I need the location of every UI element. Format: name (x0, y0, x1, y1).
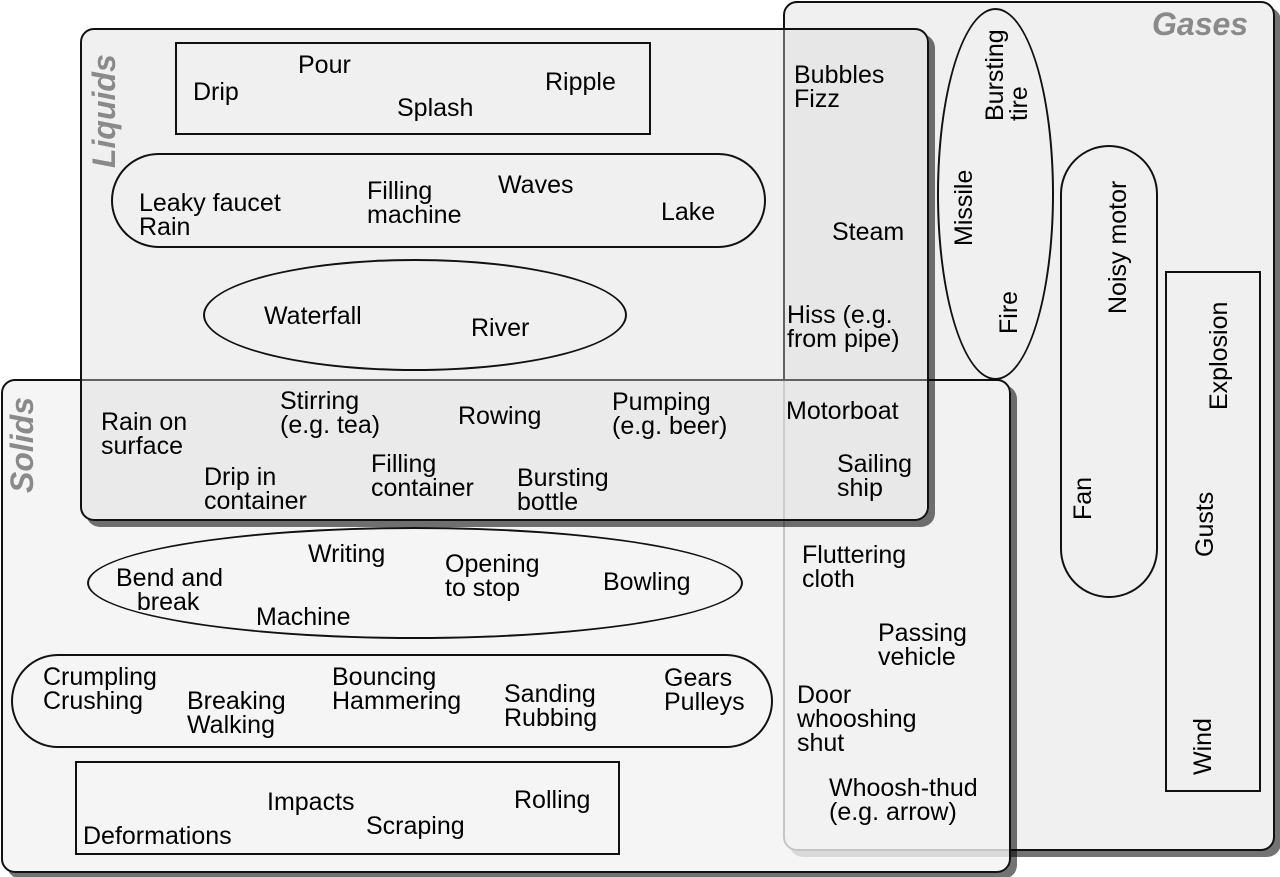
label-waterfall: Waterfall (264, 302, 362, 330)
label-fan: Fan (1069, 476, 1097, 520)
label-drip-in-container: Drip in container (204, 463, 307, 515)
label-ripple: Ripple (545, 68, 616, 96)
liquids-label: Liquids (86, 54, 122, 168)
solids-label: Solids (4, 396, 40, 493)
label-river: River (471, 314, 530, 342)
label-bowling: Bowling (603, 568, 691, 596)
label-wind: Wind (1189, 718, 1217, 775)
label-explosion: Explosion (1205, 301, 1233, 410)
label-door-whooshing-shut: Door whooshing shut (797, 681, 917, 757)
label-pumping: Pumping (e.g. beer) (612, 388, 728, 440)
label-rolling: Rolling (514, 786, 591, 814)
label-whoosh-thud: Whoosh-thud (e.g. arrow) (829, 774, 978, 826)
label-splash: Splash (397, 94, 474, 122)
label-lake: Lake (661, 198, 716, 226)
label-fire: Fire (995, 290, 1023, 334)
label-bend-and-break: Bend and break (116, 564, 224, 616)
label-crumpling-crushing: Crumpling Crushing (43, 663, 157, 715)
label-waves: Waves (498, 171, 574, 199)
label-leaky-faucet-rain: Leaky faucet Rain (139, 189, 281, 241)
label-missile: Missile (950, 169, 978, 246)
gases-label: Gases (1152, 6, 1249, 42)
label-gusts: Gusts (1191, 491, 1219, 557)
label-sanding-rubbing: Sanding Rubbing (504, 680, 598, 732)
solid-process-pill (11, 654, 773, 748)
label-rain-on-surface: Rain on surface (101, 408, 188, 460)
label-motorboat: Motorboat (786, 397, 899, 425)
label-drip: Drip (193, 78, 239, 106)
label-bursting-bottle: Bursting bottle (517, 464, 609, 516)
label-impacts: Impacts (267, 788, 355, 816)
liquid-flow-ellipse (203, 259, 627, 371)
label-stirring: Stirring (e.g. tea) (280, 387, 381, 439)
label-gears-pulleys: Gears Pulleys (664, 664, 745, 716)
label-scraping: Scraping (366, 812, 465, 840)
label-filling-machine: Filling machine (367, 177, 462, 229)
label-noisy-motor: Noisy motor (1104, 180, 1132, 314)
label-fluttering-cloth: Fluttering cloth (802, 541, 907, 593)
label-deformations: Deformations (83, 822, 232, 850)
gas-burst-ellipse (937, 8, 1054, 380)
label-sailing-ship: Sailing ship (837, 450, 913, 502)
label-rowing: Rowing (458, 402, 542, 430)
solid-basic-box (75, 761, 620, 855)
label-writing: Writing (308, 540, 386, 568)
liquid-sources-pill (111, 153, 766, 248)
label-bouncing-hammering: Bouncing Hammering (332, 663, 462, 715)
label-bursting-tire: Bursting tire (981, 29, 1033, 121)
label-pour: Pour (298, 51, 351, 79)
label-hiss: Hiss (e.g. from pipe) (787, 301, 900, 353)
gas-motor-pill (1060, 145, 1158, 598)
label-filling-container: Filling container (371, 450, 474, 502)
label-passing-vehicle: Passing vehicle (878, 619, 967, 671)
label-opening-to-stop: Opening to stop (445, 550, 540, 602)
label-breaking-walking: Breaking Walking (187, 687, 286, 739)
label-machine: Machine (256, 603, 351, 631)
label-bubbles-fizz: Bubbles Fizz (794, 61, 885, 113)
label-steam: Steam (832, 218, 905, 246)
solid-action-ellipse (87, 527, 743, 639)
liquid-basic-box (175, 42, 651, 135)
gas-wind-box (1165, 271, 1261, 792)
